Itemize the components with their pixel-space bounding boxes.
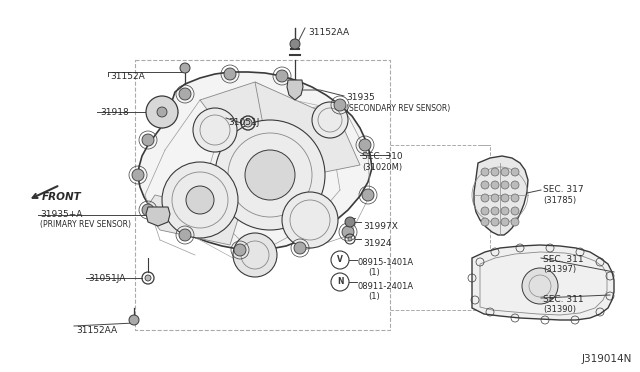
Text: 08911-2401A: 08911-2401A [358,282,414,291]
Text: 31918: 31918 [100,108,129,117]
Text: 31051J: 31051J [228,118,259,127]
Text: SEC. 311: SEC. 311 [543,255,584,264]
Text: SEC. 317: SEC. 317 [543,185,584,194]
Circle shape [362,189,374,201]
Circle shape [481,181,489,189]
Text: (31785): (31785) [543,196,576,205]
Circle shape [129,315,139,325]
Text: SEC. 310: SEC. 310 [362,152,403,161]
Circle shape [501,207,509,215]
Circle shape [145,275,151,281]
Text: (31397): (31397) [543,265,576,274]
Polygon shape [145,180,250,245]
Text: (1): (1) [368,292,380,301]
Circle shape [511,181,519,189]
Circle shape [179,88,191,100]
Text: (1): (1) [368,268,380,277]
Circle shape [179,229,191,241]
Circle shape [491,194,499,202]
Circle shape [481,207,489,215]
Circle shape [294,242,306,254]
Circle shape [233,233,277,277]
Circle shape [491,218,499,226]
Circle shape [522,268,558,304]
Text: 31152A: 31152A [110,72,145,81]
Circle shape [345,217,355,227]
Circle shape [234,244,246,256]
Text: 31935+A: 31935+A [40,210,83,219]
Text: (PRIMARY REV SENSOR): (PRIMARY REV SENSOR) [40,220,131,229]
Circle shape [146,96,178,128]
Circle shape [186,186,214,214]
Circle shape [511,168,519,176]
Text: J319014N: J319014N [582,354,632,364]
Circle shape [481,168,489,176]
Circle shape [215,120,325,230]
Circle shape [491,181,499,189]
Text: 31152AA: 31152AA [308,28,349,37]
Circle shape [359,139,371,151]
Circle shape [334,99,346,111]
Circle shape [342,226,354,238]
Circle shape [244,119,252,127]
Text: (31390): (31390) [543,305,576,314]
Circle shape [162,162,238,238]
Circle shape [142,204,154,216]
Circle shape [501,168,509,176]
Circle shape [511,218,519,226]
Polygon shape [138,72,372,250]
Circle shape [276,70,288,82]
Text: 31935: 31935 [346,93,375,102]
Circle shape [290,39,300,49]
Circle shape [180,63,190,73]
Circle shape [193,108,237,152]
Text: V: V [337,256,343,264]
Text: (SECONDARY REV SENSOR): (SECONDARY REV SENSOR) [346,104,451,113]
Text: 08915-1401A: 08915-1401A [358,258,414,267]
Circle shape [511,194,519,202]
Polygon shape [255,82,360,175]
Circle shape [501,181,509,189]
Circle shape [224,68,236,80]
Polygon shape [474,156,528,235]
Circle shape [511,207,519,215]
Circle shape [491,168,499,176]
Circle shape [132,169,144,181]
Circle shape [501,194,509,202]
Text: SEC. 311: SEC. 311 [543,295,584,304]
Text: 31152AA: 31152AA [76,326,117,335]
Text: 31997X: 31997X [363,222,398,231]
Circle shape [245,150,295,200]
Circle shape [348,237,352,241]
Circle shape [501,218,509,226]
Text: (31020M): (31020M) [362,163,402,172]
Polygon shape [200,82,300,145]
Polygon shape [287,80,303,100]
Circle shape [491,207,499,215]
Text: 31051JA: 31051JA [88,274,125,283]
Circle shape [312,102,348,138]
Text: N: N [337,278,343,286]
Circle shape [162,104,174,116]
Circle shape [481,194,489,202]
Polygon shape [146,207,170,226]
Text: 31924: 31924 [363,239,392,248]
Circle shape [481,218,489,226]
Circle shape [142,134,154,146]
Circle shape [282,192,338,248]
Text: FRONT: FRONT [42,192,82,202]
Circle shape [157,107,167,117]
Polygon shape [472,245,614,320]
